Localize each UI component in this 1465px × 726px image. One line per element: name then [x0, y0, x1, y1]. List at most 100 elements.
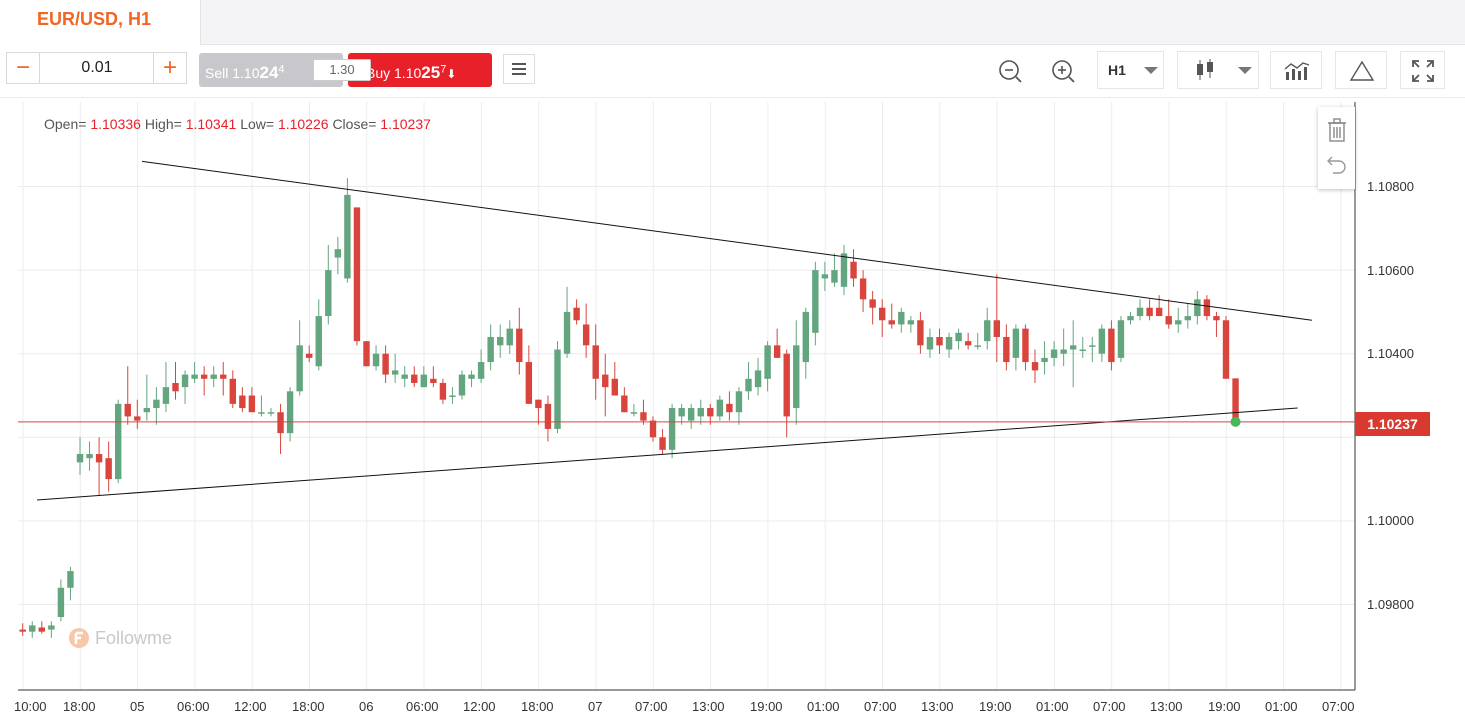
candle-body — [1070, 345, 1077, 350]
x-tick-label: 18:00 — [521, 699, 554, 714]
candle-body — [1194, 299, 1201, 317]
candle-body — [1146, 307, 1153, 317]
candle-body — [697, 408, 704, 417]
candle-body — [1060, 349, 1067, 354]
candle-body — [735, 391, 743, 413]
lot-stepper: − + — [6, 52, 187, 84]
candle-body — [382, 353, 389, 375]
candle-body — [1203, 299, 1211, 317]
followme-watermark: Followme — [68, 627, 172, 649]
buy-price-big: 25 — [421, 63, 441, 82]
x-tick-label: 19:00 — [750, 699, 783, 714]
candle-body — [783, 353, 790, 417]
candle-body — [955, 332, 962, 342]
candle-body — [477, 362, 485, 379]
candle-body — [1175, 320, 1182, 325]
candle-body — [258, 412, 265, 414]
x-tick-label: 18:00 — [292, 699, 325, 714]
drawing-side-panel — [1318, 107, 1355, 189]
menu-icon-line — [512, 68, 526, 70]
candle-body — [1108, 328, 1115, 363]
x-tick-label: 07:00 — [1322, 699, 1355, 714]
sell-price-big: 24 — [259, 63, 279, 82]
chevron-down-icon — [1238, 67, 1252, 74]
candle-body — [191, 374, 198, 379]
candle-body — [286, 391, 294, 434]
sell-price-small: 4 — [278, 63, 285, 76]
candle-body — [1184, 316, 1191, 321]
timeframe-value: H1 — [1108, 62, 1126, 78]
candlestick-icon — [1197, 59, 1213, 80]
followme-logo-icon — [69, 628, 89, 648]
drawing-tools-button[interactable] — [1335, 51, 1387, 89]
candle-body — [372, 353, 380, 367]
candle-body — [688, 408, 695, 421]
candle-body — [936, 336, 943, 346]
triangle-icon — [1349, 60, 1375, 81]
chart-type-select[interactable] — [1177, 51, 1259, 89]
candle-body — [1165, 316, 1172, 325]
candle-body — [86, 454, 93, 459]
candle-body — [678, 408, 685, 417]
candle-body — [582, 324, 590, 346]
x-tick-label: 05 — [130, 699, 145, 714]
candle-body — [506, 328, 513, 346]
candle-body — [535, 399, 542, 409]
candle-body — [95, 454, 103, 463]
fullscreen-button[interactable] — [1400, 51, 1445, 89]
y-tick-label: 1.10800 — [1367, 179, 1414, 194]
high-label: High= — [144, 116, 182, 132]
candle-body — [210, 374, 217, 379]
candle-body — [468, 374, 475, 379]
buy-label-wrap: Buy 1.10257⬇ — [366, 63, 456, 83]
candle-body — [1136, 307, 1144, 317]
candle-body — [334, 249, 342, 258]
candle-body — [554, 349, 561, 429]
candle-body — [1222, 320, 1230, 379]
down-arrow-icon: ⬇ — [446, 67, 457, 81]
candle-body — [1232, 378, 1239, 422]
symbol-tab[interactable]: EUR/USD, H1 — [0, 0, 201, 45]
candle-body — [716, 399, 724, 417]
zoom-out-button[interactable] — [995, 57, 1025, 85]
undo-button[interactable] — [1325, 153, 1349, 177]
candle-body — [869, 299, 876, 308]
toolbar: − + Sell 1.10244 1.30 Buy 1.10257⬇ H1 — [0, 45, 1465, 98]
indicators-button[interactable] — [1270, 51, 1322, 89]
delete-drawing-button[interactable] — [1325, 117, 1349, 143]
candle-body — [898, 311, 905, 325]
menu-icon — [512, 63, 526, 65]
candle-body — [859, 278, 867, 300]
candle-body — [563, 311, 571, 354]
lot-input[interactable] — [40, 53, 154, 83]
candle-body — [1012, 328, 1020, 358]
lot-decrease-button[interactable]: − — [7, 53, 40, 83]
candle-body — [181, 374, 189, 388]
candle-body — [325, 270, 332, 317]
candle-body — [1089, 345, 1096, 347]
candle-body — [592, 345, 599, 379]
candle-body — [1127, 316, 1134, 321]
timeframe-select[interactable]: H1 — [1097, 51, 1164, 89]
candle-body — [439, 382, 447, 400]
candle-body — [630, 412, 638, 414]
sell-price-main: 1.10 — [232, 65, 260, 81]
indicators-icon — [1284, 62, 1310, 80]
x-tick-label: 07:00 — [864, 699, 897, 714]
x-tick-label: 10:00 — [14, 699, 47, 714]
buy-price-small: 7 — [440, 63, 447, 76]
x-tick-label: 01:00 — [1265, 699, 1298, 714]
candle-body — [1003, 336, 1010, 363]
buy-button[interactable]: Buy 1.10257⬇ — [348, 53, 492, 87]
candle-body — [487, 336, 494, 363]
candle-body — [458, 374, 466, 396]
candle-body — [76, 454, 84, 463]
candle-body — [850, 261, 857, 279]
zoom-in-button[interactable] — [1048, 57, 1078, 85]
lot-increase-button[interactable]: + — [153, 53, 186, 83]
sell-label: Sell — [205, 65, 229, 81]
menu-button[interactable] — [503, 54, 535, 84]
candle-body — [1041, 357, 1048, 363]
candle-body — [793, 345, 800, 409]
